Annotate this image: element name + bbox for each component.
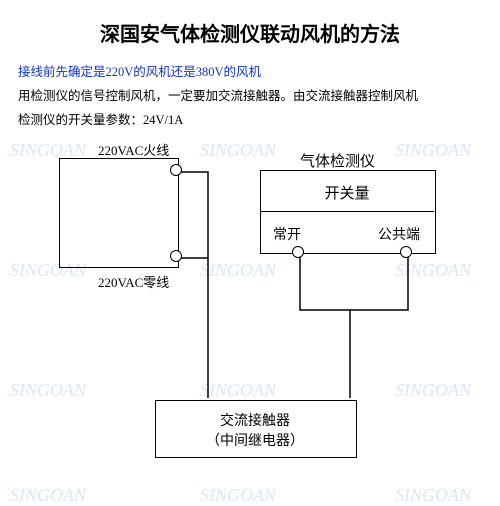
wiring-diagram: 220VAC火线 220VAC零线 气体检测仪 开关量 常开 公共端 交流接触器… (0, 132, 500, 472)
instruction-line-2: 用检测仪的信号控制风机，一定要加交流接触器。由交流接触器控制风机 (18, 85, 482, 109)
fan-box (59, 158, 179, 268)
instruction-line-3: 检测仪的开关量参数：24V/1A (18, 109, 482, 133)
instructions-block: 接线前先确定是220V的风机还是380V的风机 用检测仪的信号控制风机，一定要加… (0, 47, 500, 132)
contactor-label-1: 交流接触器 (155, 410, 355, 430)
page-title: 深国安气体检测仪联动风机的方法 (0, 0, 500, 47)
fan-live-label: 220VAC火线 (98, 140, 169, 159)
normally-open-label: 常开 (273, 224, 301, 244)
contactor-label-2: （中间继电器） (155, 430, 355, 450)
fan-neutral-label: 220VAC零线 (98, 272, 169, 291)
instruction-line-1: 接线前先确定是220V的风机还是380V的风机 (18, 61, 482, 85)
switch-qty-label: 开关量 (260, 182, 434, 203)
detector-title: 气体检测仪 (300, 150, 375, 171)
common-label: 公共端 (378, 224, 420, 244)
detector-divider (260, 211, 434, 212)
